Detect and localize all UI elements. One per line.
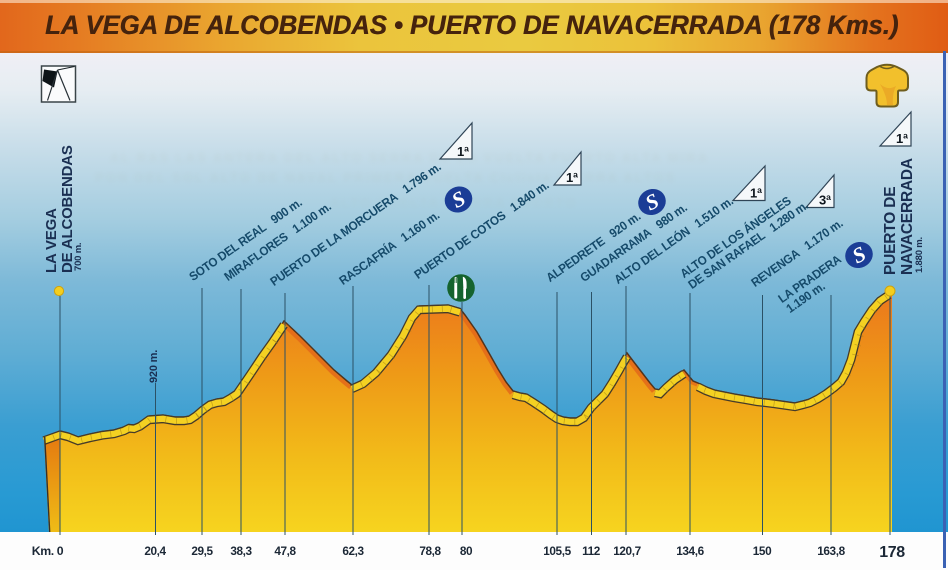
svg-text:1ª: 1ª (896, 131, 908, 146)
svg-text:1ª: 1ª (457, 144, 469, 159)
svg-text:1ª: 1ª (750, 186, 762, 201)
svg-text:3ª: 3ª (819, 193, 831, 208)
svg-text:1ª: 1ª (566, 170, 578, 185)
